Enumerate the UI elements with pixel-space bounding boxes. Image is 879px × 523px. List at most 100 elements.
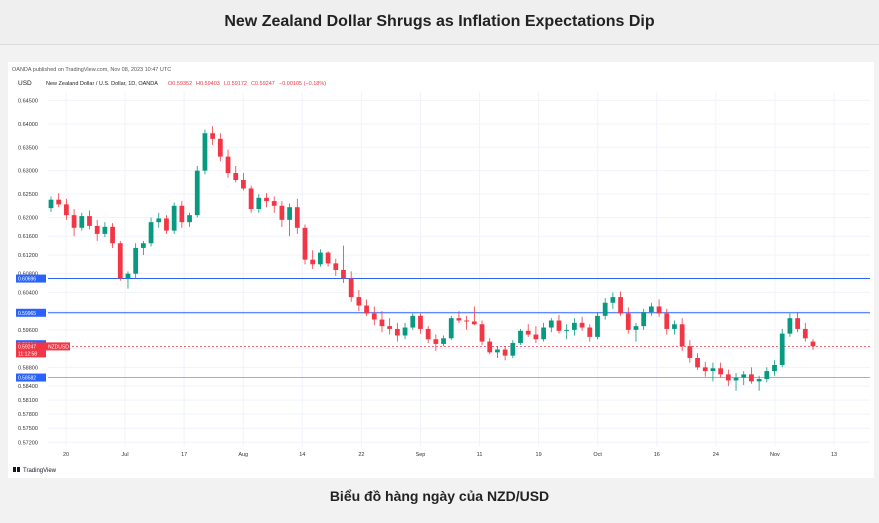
y-tick-label: 0.58100 (18, 398, 38, 404)
candle-body (779, 333, 785, 365)
x-tick-label: 11 (477, 452, 483, 458)
candle-body (241, 180, 246, 189)
x-tick-label: 17 (181, 452, 187, 458)
candle-body (479, 324, 485, 342)
candle-body (371, 313, 377, 320)
readout-close: C0.59247 (251, 81, 275, 87)
candle-body (441, 338, 446, 344)
candle-body (456, 318, 462, 321)
candle-body (648, 306, 654, 313)
candle-body (733, 377, 739, 381)
candle-body (548, 320, 554, 328)
candle-body (394, 328, 400, 336)
symbol-label: New Zealand Dollar / U.S. Dollar, 1D, OA… (46, 81, 158, 87)
tradingview-logo-icon (13, 467, 16, 472)
price-axis-unit: USD (18, 80, 32, 87)
publisher-note: OANDA published on TradingView.com, Nov … (12, 67, 171, 73)
candle-body (48, 199, 54, 209)
candle-body (749, 374, 754, 382)
chart-frame: OANDA published on TradingView.com, Nov … (8, 62, 874, 478)
candle-body (795, 318, 800, 329)
level-tag-label: 0.60696 (18, 277, 36, 283)
candle-body (402, 327, 408, 336)
candle-body (579, 322, 585, 328)
y-tick-label: 0.57800 (18, 412, 38, 418)
candle-body (487, 341, 493, 353)
candle-body (710, 368, 716, 372)
x-tick-label: 13 (831, 452, 837, 458)
y-tick-label: 0.57500 (18, 426, 38, 432)
candle-body (672, 324, 677, 329)
x-tick-label: 22 (358, 452, 364, 458)
level-tag (16, 308, 46, 317)
readout-high: H0.59403 (196, 81, 220, 87)
gridlines (48, 92, 870, 446)
candle-body (156, 218, 162, 223)
candle-body (679, 324, 685, 347)
candle-body (718, 368, 724, 375)
tradingview-logo-icon-right (17, 467, 20, 472)
y-tick-label: 0.59600 (18, 328, 38, 334)
candle-body (525, 330, 531, 335)
candle-body (94, 225, 100, 234)
symbol-tag (46, 342, 70, 351)
y-tick-label: 0.58800 (18, 365, 38, 371)
candle-body (641, 312, 647, 327)
x-tick-label: Jul (122, 452, 129, 458)
candle-body (448, 318, 454, 339)
candle-body (764, 371, 770, 380)
readout-open: O0.59352 (168, 81, 192, 87)
candle-body (610, 297, 616, 303)
candle-body (279, 205, 285, 220)
candle-body (587, 327, 593, 337)
symbol-tag-label: NZDUSD (48, 344, 69, 350)
candle-body (633, 326, 639, 330)
candle-body (217, 138, 223, 157)
candle-body (464, 320, 470, 322)
x-tick-label: 16 (654, 452, 660, 458)
y-tick-label: 0.61200 (18, 253, 38, 259)
level-tag-label: 0.58582 (18, 376, 36, 382)
candle-body (518, 330, 523, 343)
candle-body (256, 197, 262, 210)
y-tick-label: 0.61600 (18, 234, 38, 240)
candle-body (741, 374, 747, 378)
y-tick-label: 0.60400 (18, 290, 38, 296)
candle-body (171, 205, 177, 231)
candle-body (341, 269, 346, 279)
candle-body (225, 156, 231, 174)
x-tick-label: Sep (416, 452, 426, 458)
candle-body (202, 133, 208, 171)
y-tick-label: 0.64000 (18, 122, 38, 128)
candle-body (625, 313, 631, 330)
candle-body (140, 243, 146, 248)
candle-body (348, 278, 354, 298)
candle-body (541, 327, 546, 340)
candle-body (294, 207, 300, 228)
tradingview-logo: TradingView (13, 467, 57, 474)
candle-body (264, 197, 269, 202)
candle-body (79, 216, 85, 228)
level-tag (16, 274, 46, 283)
candlestick-chart: OANDA published on TradingView.com, Nov … (12, 67, 870, 474)
y-tick-label: 0.63000 (18, 169, 38, 175)
candle-body (356, 297, 362, 306)
candle-body (695, 357, 700, 368)
candle-body (687, 346, 693, 358)
y-tick-label: 0.62000 (18, 215, 38, 221)
candle-body (271, 201, 277, 206)
candle-body (618, 297, 623, 314)
y-tick-label: 0.63500 (18, 145, 38, 151)
candle-body (556, 320, 562, 331)
tradingview-logo-text: TradingView (23, 468, 57, 474)
chart-caption: Biểu đồ hàng ngày của NZD/USD (329, 488, 550, 504)
x-tick-label: 19 (536, 452, 542, 458)
candle-body (318, 252, 323, 265)
candle-body (71, 215, 77, 228)
candle-body (117, 243, 123, 279)
y-tick-label: 0.58400 (18, 384, 38, 390)
x-tick-label: 20 (63, 452, 69, 458)
candles (48, 126, 816, 391)
candle-body (87, 216, 92, 226)
candle-body (64, 204, 69, 216)
